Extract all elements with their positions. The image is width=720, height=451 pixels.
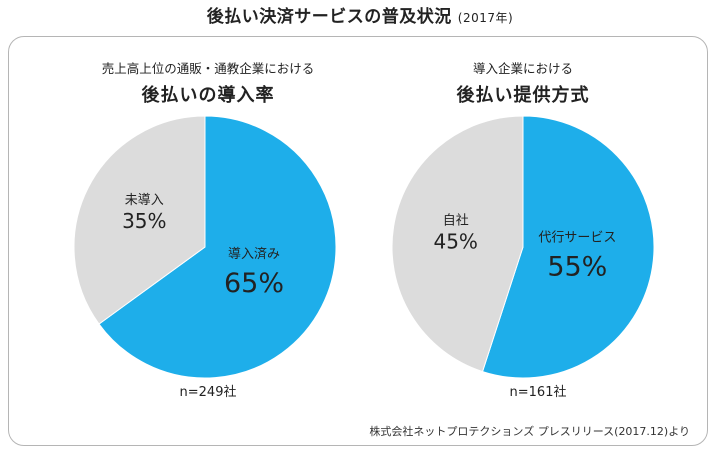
chart-panel [8,36,708,446]
right-pie-slice-1 [391,115,524,373]
left-pie-slice-0 [98,115,337,379]
source-note: 株式会社ネットプロテクションズ プレスリリース(2017.12)より [369,425,690,438]
right-pie-slice-0-value: 55% [547,252,607,283]
left-pie-slice-0-label: 導入済み [228,246,280,262]
left-chart-title: 後払いの導入率 [141,85,275,106]
right-sample-size: n=161社 [509,385,567,400]
title-year: (2017年) [457,11,514,25]
left-pie-slice-0-value: 65% [224,268,284,299]
page-title: 後払い決済サービスの普及状況 (2017年) [0,2,720,27]
right-chart-subtitle: 導入企業における [472,61,573,76]
left-pie-slice-1-value: 35% [122,209,166,233]
right-pie-slice-1-label: 自社 [443,212,469,228]
left-sample-size: n=249社 [179,385,237,400]
right-chart-title: 後払い提供方式 [456,85,590,106]
right-pie-slice-0 [481,115,655,379]
left-pie-slice-1-label: 未導入 [125,193,164,208]
left-chart-subtitle: 売上高上位の通販・通教企業における [101,61,315,76]
left-pie-slice-1 [73,115,206,325]
left-chart-header: 売上高上位の通販・通教企業における 後払いの導入率 [58,58,358,107]
right-chart-header: 導入企業における 後払い提供方式 [373,58,673,107]
right-pie-slice-1-value: 45% [433,229,477,253]
title-text: 後払い決済サービスの普及状況 [206,7,452,27]
right-pie-slice-0-label: 代行サービス [538,231,616,246]
